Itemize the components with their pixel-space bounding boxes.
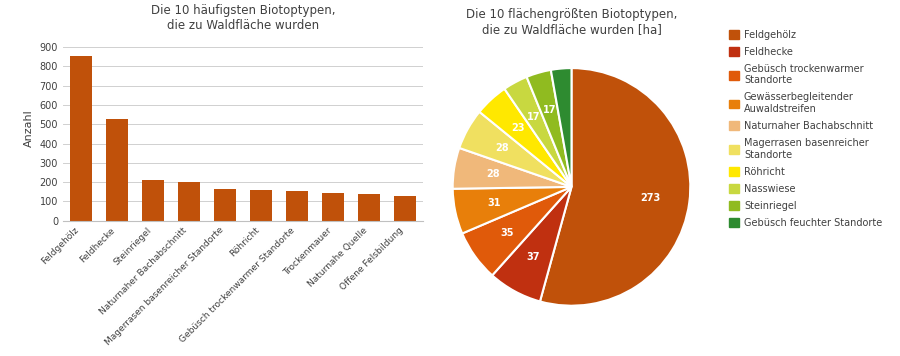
Wedge shape <box>480 89 572 187</box>
Wedge shape <box>505 77 572 187</box>
Wedge shape <box>453 148 572 189</box>
Text: 31: 31 <box>487 198 500 208</box>
Wedge shape <box>459 112 572 187</box>
Wedge shape <box>540 68 690 306</box>
Bar <box>250 190 272 221</box>
Bar <box>286 192 308 221</box>
Wedge shape <box>463 187 572 276</box>
Text: 23: 23 <box>511 123 525 133</box>
Bar <box>394 196 416 221</box>
Wedge shape <box>551 68 572 187</box>
Text: 17: 17 <box>543 105 556 115</box>
Text: 17: 17 <box>527 112 541 122</box>
Bar <box>358 194 380 221</box>
Wedge shape <box>492 187 572 302</box>
Text: 28: 28 <box>495 143 508 153</box>
Text: 37: 37 <box>526 252 540 262</box>
Y-axis label: Anzahl: Anzahl <box>24 109 34 147</box>
Legend: Feldgehölz, Feldhecke, Gebüsch trockenwarmer
Standorte, Gewässerbegleitender
Auw: Feldgehölz, Feldhecke, Gebüsch trockenwa… <box>729 30 882 227</box>
Bar <box>106 120 128 221</box>
Bar <box>214 189 236 221</box>
Text: 28: 28 <box>486 169 500 179</box>
Wedge shape <box>453 187 572 234</box>
Bar <box>70 56 92 221</box>
Bar <box>178 182 200 221</box>
Title: Die 10 flächengrößten Biotoptypen,
die zu Waldfläche wurden [ha]: Die 10 flächengrößten Biotoptypen, die z… <box>466 8 677 36</box>
Text: 273: 273 <box>640 193 661 203</box>
Bar <box>322 193 344 221</box>
Text: 35: 35 <box>500 228 514 238</box>
Wedge shape <box>526 70 572 187</box>
Title: Die 10 häufigsten Biotoptypen,
die zu Waldfläche wurden: Die 10 häufigsten Biotoptypen, die zu Wa… <box>151 4 335 32</box>
Bar <box>142 180 164 221</box>
